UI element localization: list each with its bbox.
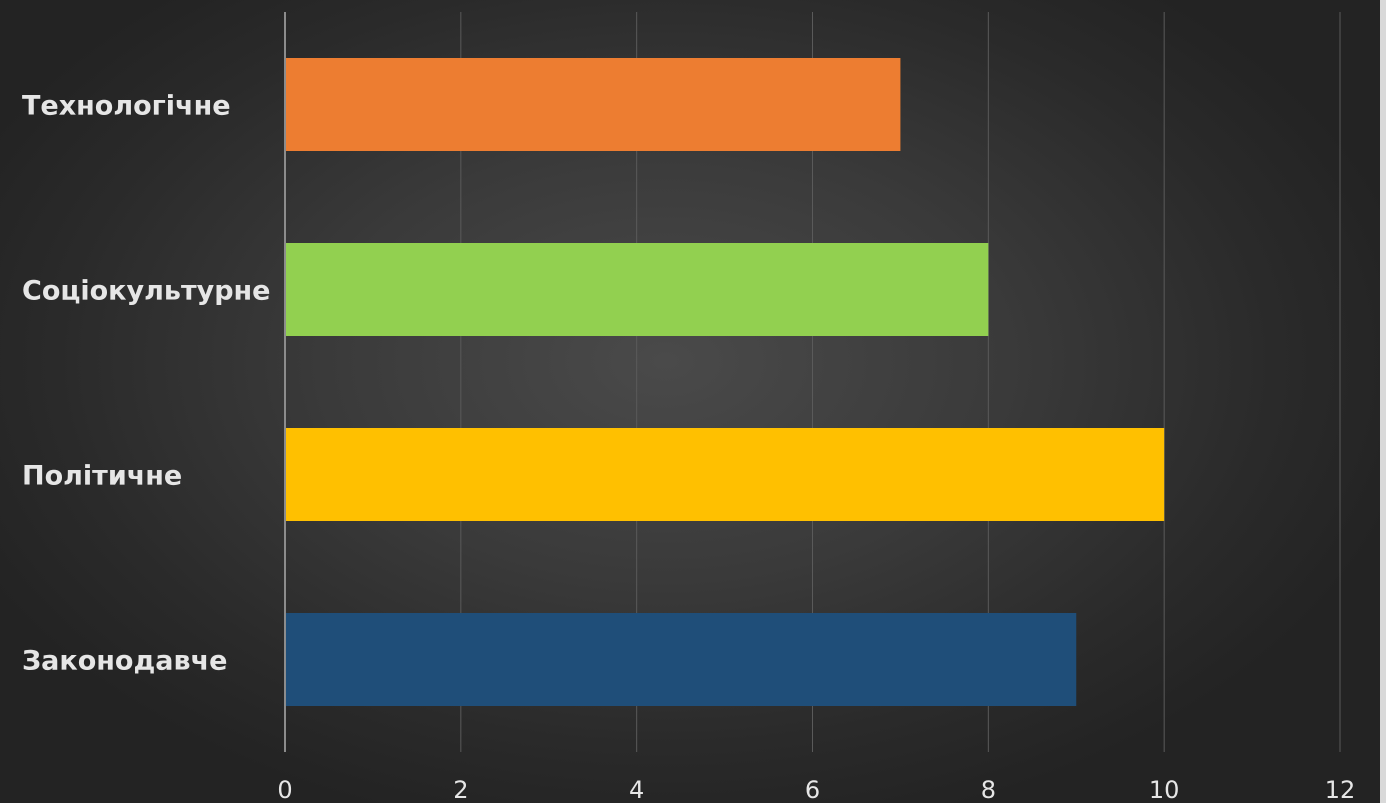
category-label: Технологічне bbox=[22, 91, 231, 122]
category-label: Політичне bbox=[22, 461, 182, 492]
window-edge bbox=[1380, 0, 1386, 803]
category-labels: Законодавче Політичне Соціокультурне Технол… bbox=[22, 91, 271, 677]
x-tick-label: 10 bbox=[1149, 776, 1180, 803]
category-label: Соціокультурне bbox=[22, 276, 271, 307]
bar bbox=[285, 243, 989, 336]
bar bbox=[285, 428, 1165, 521]
x-tick-label: 6 bbox=[805, 776, 820, 803]
value-axis-tick-labels: 0 2 4 6 8 10 12 bbox=[277, 776, 1355, 803]
x-tick-label: 2 bbox=[453, 776, 468, 803]
x-tick-label: 12 bbox=[1325, 776, 1356, 803]
bars bbox=[285, 58, 1165, 706]
x-tick-label: 4 bbox=[629, 776, 644, 803]
category-label: Законодавче bbox=[22, 646, 227, 677]
bar bbox=[285, 58, 901, 151]
x-tick-label: 8 bbox=[981, 776, 996, 803]
bar bbox=[285, 613, 1077, 706]
x-tick-label: 0 bbox=[277, 776, 292, 803]
